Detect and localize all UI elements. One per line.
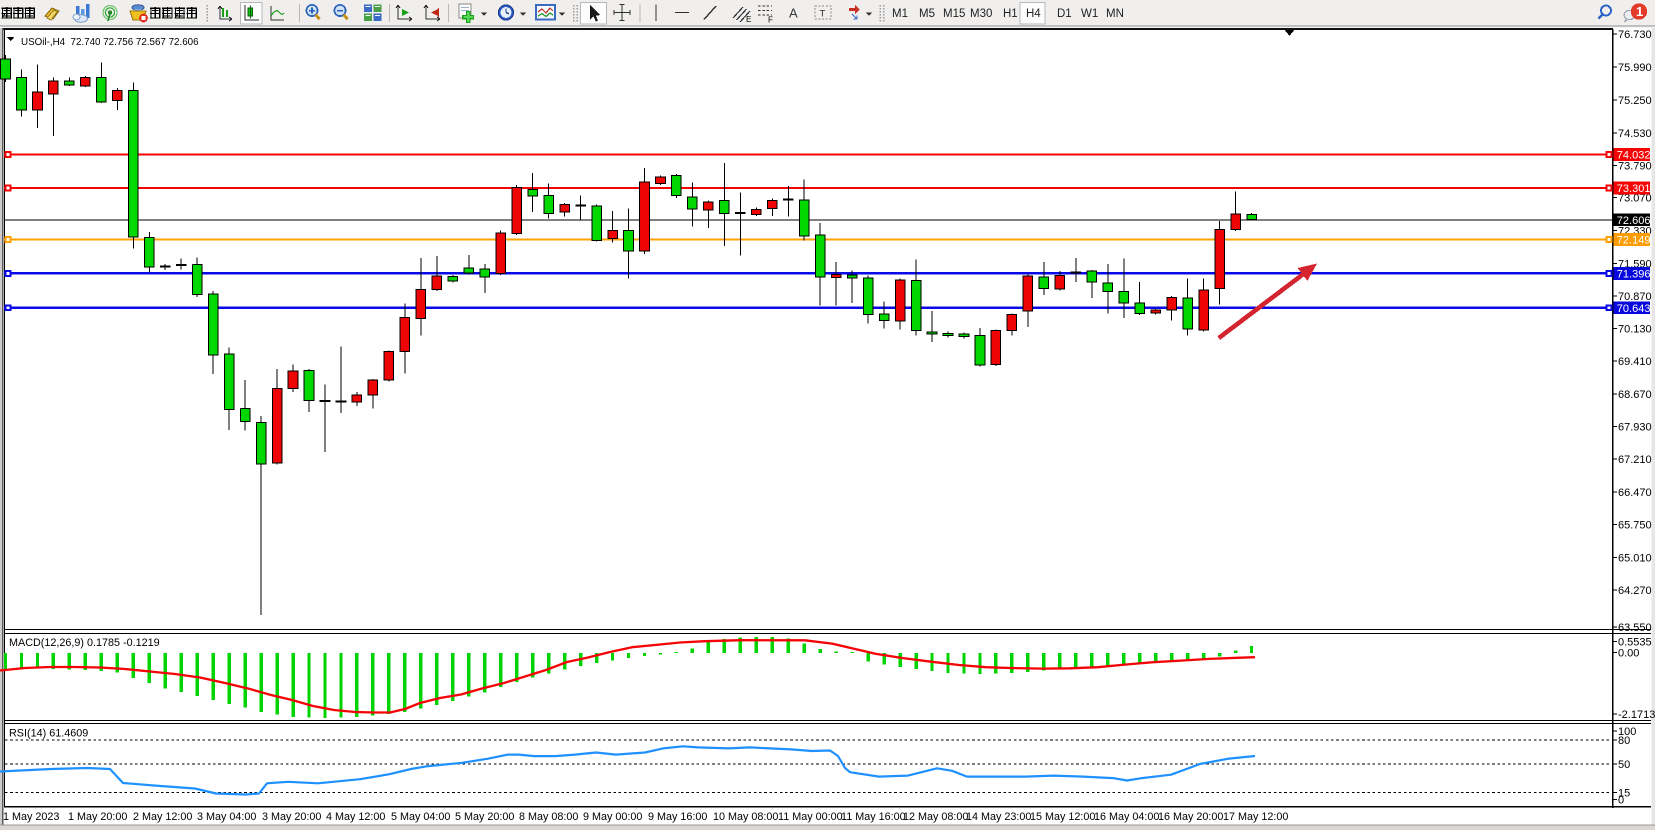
svg-text:4 May 12:00: 4 May 12:00	[326, 811, 385, 823]
svg-text:73.070: 73.070	[1618, 193, 1652, 205]
svg-text:17 May 12:00: 17 May 12:00	[1223, 811, 1288, 823]
svg-text:RSI(14) 61.4609: RSI(14) 61.4609	[9, 728, 88, 740]
svg-text:71.396: 71.396	[1617, 268, 1651, 280]
svg-text:H4: H4	[1026, 8, 1041, 20]
svg-text:W1: W1	[1081, 8, 1098, 20]
svg-text:H1: H1	[1003, 8, 1018, 20]
svg-text:16 May 04:00: 16 May 04:00	[1094, 811, 1159, 823]
svg-text:73.301: 73.301	[1617, 183, 1651, 195]
svg-text:74.530: 74.530	[1618, 128, 1652, 140]
svg-text:11 May 16:00: 11 May 16:00	[841, 811, 906, 823]
svg-text:75.990: 75.990	[1618, 62, 1652, 74]
svg-text:0.00: 0.00	[1618, 648, 1639, 660]
svg-text:64.270: 64.270	[1618, 585, 1652, 597]
svg-text:80: 80	[1618, 735, 1630, 747]
svg-text:M15: M15	[943, 8, 965, 20]
svg-text:9 May 00:00: 9 May 00:00	[583, 811, 642, 823]
svg-text:70.643: 70.643	[1617, 303, 1651, 315]
svg-text:MACD(12,26,9) 0.1785 -0.1219: MACD(12,26,9) 0.1785 -0.1219	[9, 637, 160, 649]
svg-text:1 May 2023: 1 May 2023	[3, 811, 59, 823]
svg-text:1: 1	[1636, 4, 1643, 19]
svg-text:65.010: 65.010	[1618, 553, 1652, 565]
svg-text:70.870: 70.870	[1618, 291, 1652, 303]
svg-text:M5: M5	[919, 8, 935, 20]
svg-text:T: T	[820, 9, 826, 20]
svg-text:14 May 23:00: 14 May 23:00	[966, 811, 1031, 823]
svg-text:12 May 08:00: 12 May 08:00	[903, 811, 968, 823]
svg-text:MN: MN	[1106, 8, 1124, 20]
svg-text:66.470: 66.470	[1618, 487, 1652, 499]
svg-text:5 May 04:00: 5 May 04:00	[391, 811, 450, 823]
svg-text:0.5535: 0.5535	[1618, 637, 1652, 649]
svg-text:50: 50	[1618, 759, 1630, 771]
svg-text:72.149: 72.149	[1617, 235, 1651, 247]
svg-text:3 May 20:00: 3 May 20:00	[262, 811, 321, 823]
svg-text:67.210: 67.210	[1618, 454, 1652, 466]
svg-text:E: E	[746, 15, 751, 24]
svg-text:D1: D1	[1057, 8, 1072, 20]
svg-text:75.250: 75.250	[1618, 95, 1652, 107]
svg-text:A: A	[789, 6, 798, 21]
svg-text:76.730: 76.730	[1618, 29, 1652, 41]
svg-text:8 May 08:00: 8 May 08:00	[519, 811, 578, 823]
svg-text:67.930: 67.930	[1618, 422, 1652, 434]
svg-text:F: F	[768, 16, 773, 25]
svg-text:10 May 08:00: 10 May 08:00	[713, 811, 778, 823]
svg-text:69.410: 69.410	[1618, 356, 1652, 368]
svg-text:68.670: 68.670	[1618, 389, 1652, 401]
svg-text:M30: M30	[970, 8, 992, 20]
svg-text:M1: M1	[892, 8, 908, 20]
svg-text:70.130: 70.130	[1618, 324, 1652, 336]
svg-text:100: 100	[1618, 726, 1636, 738]
svg-text:9 May 16:00: 9 May 16:00	[648, 811, 707, 823]
svg-text:0: 0	[1618, 795, 1624, 807]
svg-text:5 May 20:00: 5 May 20:00	[455, 811, 514, 823]
svg-text:15: 15	[1618, 788, 1630, 800]
svg-text:-2.1713: -2.1713	[1618, 709, 1655, 721]
svg-text:15 May 12:00: 15 May 12:00	[1030, 811, 1095, 823]
svg-text:1 May 20:00: 1 May 20:00	[68, 811, 127, 823]
svg-text:11 May 00:00: 11 May 00:00	[778, 811, 843, 823]
svg-text:16 May 20:00: 16 May 20:00	[1158, 811, 1223, 823]
svg-text:63.550: 63.550	[1618, 622, 1652, 634]
svg-text:72.606: 72.606	[1617, 215, 1651, 227]
svg-text:73.790: 73.790	[1618, 161, 1652, 173]
svg-text:65.750: 65.750	[1618, 520, 1652, 532]
svg-text:3 May 04:00: 3 May 04:00	[197, 811, 256, 823]
svg-text:74.032: 74.032	[1617, 150, 1651, 162]
svg-text:USOil-,H4 72.740 72.756 72.56: USOil-,H4 72.740 72.756 72.567 72.606	[21, 37, 199, 48]
svg-text:2 May 12:00: 2 May 12:00	[133, 811, 192, 823]
